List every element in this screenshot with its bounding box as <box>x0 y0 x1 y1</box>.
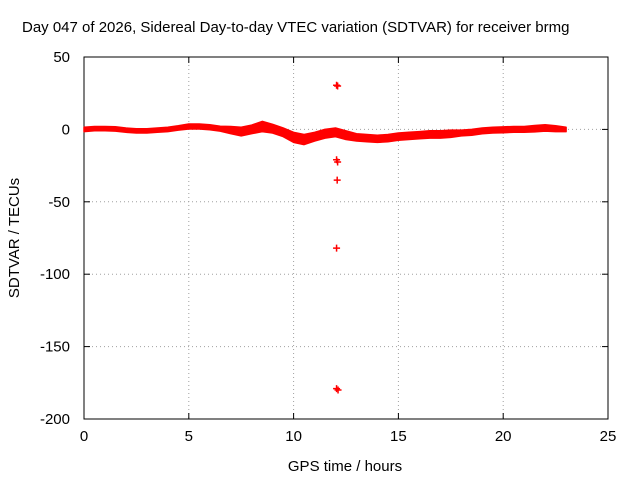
x-tick-label: 0 <box>80 428 88 445</box>
plot-frame <box>83 56 609 420</box>
y-tick-label: -100 <box>40 266 70 283</box>
x-tick-label: 10 <box>285 428 302 445</box>
data-series <box>83 81 567 394</box>
x-tick-label: 15 <box>390 428 407 445</box>
x-tick-label: 20 <box>495 428 512 445</box>
x-axis-label: GPS time / hours <box>288 458 402 475</box>
y-tick-label: 50 <box>53 49 70 66</box>
outlier-point <box>334 386 342 394</box>
y-axis-label: SDTVAR / TECUs <box>6 178 23 298</box>
y-tick-labels: 50 0 -50 -100 -150 -200 <box>40 49 70 428</box>
x-tick-labels: 0 5 10 15 20 25 <box>80 428 617 445</box>
grid-lines <box>84 57 608 419</box>
outlier-point <box>334 82 342 90</box>
y-tick-label: -200 <box>40 411 70 428</box>
chart-title: Day 047 of 2026, Sidereal Day-to-day VTE… <box>22 19 569 36</box>
axis-ticks <box>83 56 609 420</box>
outlier-point <box>333 176 341 184</box>
y-tick-label: 0 <box>62 121 70 138</box>
y-tick-label: -50 <box>48 194 70 211</box>
x-tick-label: 25 <box>600 428 617 445</box>
outlier-point <box>333 244 341 252</box>
outlier-point <box>333 385 341 393</box>
outlier-point <box>334 158 342 166</box>
main-data-band <box>83 120 567 146</box>
x-tick-label: 5 <box>185 428 193 445</box>
y-tick-label: -150 <box>40 339 70 356</box>
